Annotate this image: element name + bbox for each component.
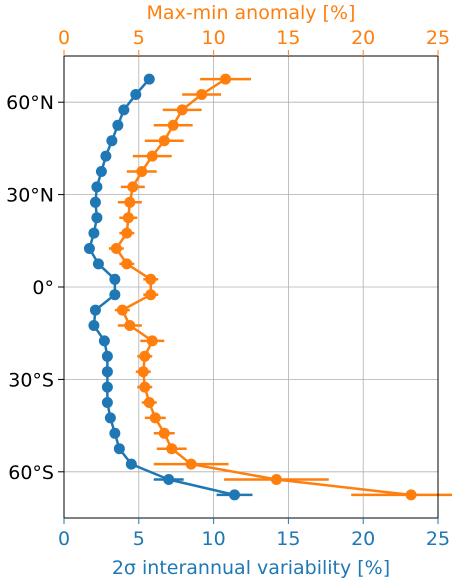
- top-tick-label: 15: [276, 27, 300, 49]
- data-point: [101, 397, 113, 408]
- bottom-tick-label: 15: [276, 528, 300, 550]
- data-point: [143, 73, 155, 85]
- left-tick-label: 30°S: [8, 369, 54, 391]
- series-variability: [83, 73, 253, 501]
- data-point: [122, 212, 134, 224]
- data-point: [149, 412, 161, 424]
- top-tick-label: 5: [133, 27, 145, 49]
- data-point: [116, 304, 128, 316]
- data-point: [118, 104, 130, 116]
- data-point: [106, 135, 118, 147]
- top-tick-label: 25: [426, 27, 450, 49]
- data-point: [229, 489, 241, 501]
- data-point: [166, 443, 178, 455]
- data-point: [95, 166, 107, 177]
- data-point: [100, 150, 112, 162]
- data-point: [176, 104, 188, 116]
- data-point: [405, 489, 417, 501]
- data-point: [101, 366, 113, 378]
- data-point: [127, 181, 139, 193]
- data-point: [167, 119, 179, 131]
- data-point: [136, 166, 148, 177]
- data-point: [121, 258, 133, 270]
- data-point: [83, 243, 95, 254]
- left-tick-label: 30°N: [6, 185, 54, 207]
- data-point: [104, 412, 116, 424]
- bottom-tick-label: 10: [202, 528, 226, 550]
- top-axis-ticks: 0 5 10 15 20 25: [58, 27, 450, 56]
- data-point: [146, 150, 158, 162]
- data-point: [89, 196, 101, 208]
- series-line: [115, 78, 412, 497]
- data-point: [101, 381, 113, 393]
- data-point: [88, 320, 100, 331]
- data-point: [101, 350, 113, 362]
- data-point: [163, 474, 175, 485]
- data-point: [124, 320, 136, 331]
- data-point: [124, 196, 136, 208]
- data-point: [137, 366, 149, 378]
- data-point: [113, 443, 125, 455]
- data-point: [130, 89, 142, 100]
- top-tick-label: 20: [351, 27, 375, 49]
- data-point: [91, 181, 103, 193]
- data-point: [185, 458, 197, 470]
- left-tick-label: 60°S: [8, 462, 54, 484]
- data-point: [145, 289, 157, 301]
- bottom-tick-label: 25: [426, 528, 450, 550]
- data-point: [89, 304, 101, 316]
- data-point: [145, 273, 157, 285]
- data-point: [92, 258, 104, 270]
- data-point: [143, 397, 155, 408]
- data-series: [83, 73, 452, 501]
- data-point: [125, 458, 137, 470]
- data-point: [110, 243, 122, 254]
- data-point: [112, 119, 124, 131]
- series-anomaly: [108, 73, 452, 501]
- data-point: [146, 335, 158, 347]
- bottom-tick-label: 0: [58, 528, 70, 550]
- data-point: [121, 227, 133, 239]
- series-line: [88, 78, 235, 497]
- data-point: [139, 350, 151, 362]
- top-axis-label: Max-min anomaly [%]: [147, 2, 356, 24]
- bottom-tick-label: 5: [133, 528, 145, 550]
- data-point: [158, 427, 170, 439]
- bottom-axis-label: 2σ interannual variability [%]: [112, 557, 390, 579]
- top-tick-label: 0: [58, 27, 70, 49]
- data-point: [270, 474, 282, 485]
- left-tick-label: 0°: [32, 277, 54, 299]
- data-point: [98, 335, 110, 347]
- data-point: [196, 89, 208, 100]
- data-point: [158, 135, 170, 147]
- data-point: [139, 381, 151, 393]
- left-tick-label: 60°N: [6, 92, 54, 114]
- top-tick-label: 10: [202, 27, 226, 49]
- data-point: [109, 427, 121, 439]
- data-point: [88, 227, 100, 239]
- bottom-axis-ticks: 0 5 10 15 20 25: [58, 518, 450, 550]
- data-point: [91, 212, 103, 224]
- data-point: [109, 273, 121, 285]
- left-axis-ticks: 60°N 30°N 0° 30°S 60°S: [6, 92, 64, 484]
- data-point: [220, 73, 232, 85]
- bottom-tick-label: 20: [351, 528, 375, 550]
- data-point: [109, 289, 121, 301]
